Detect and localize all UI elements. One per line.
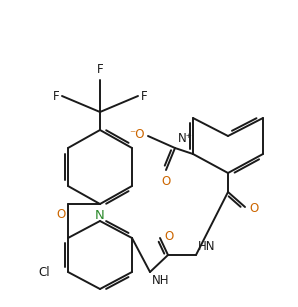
Text: ⁻O: ⁻O	[130, 127, 145, 141]
Text: N: N	[95, 209, 105, 222]
Text: NH: NH	[152, 274, 170, 287]
Text: F: F	[141, 90, 148, 103]
Text: O: O	[164, 230, 173, 243]
Text: O: O	[249, 203, 258, 216]
Text: Cl: Cl	[38, 266, 50, 278]
Text: F: F	[97, 63, 103, 76]
Text: HN: HN	[198, 240, 215, 253]
Text: O: O	[57, 208, 66, 221]
Text: O: O	[162, 175, 171, 188]
Text: F: F	[52, 90, 59, 103]
Text: N⁺: N⁺	[178, 132, 193, 145]
